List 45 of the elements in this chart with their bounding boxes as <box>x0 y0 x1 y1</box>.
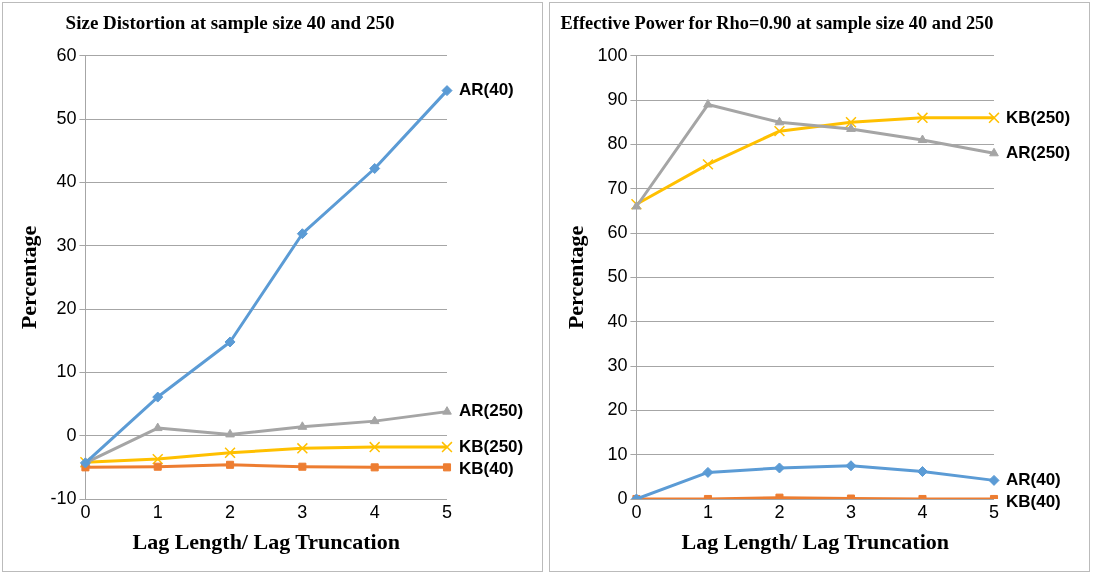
y-axis-title: Percentage <box>562 225 588 330</box>
y-tick-label: 30 <box>607 355 628 376</box>
y-tick-label: 100 <box>597 44 628 65</box>
series-label: KB(40) <box>1006 492 1061 512</box>
y-tick-label: 40 <box>607 310 628 331</box>
x-tick-label: 5 <box>988 501 1000 522</box>
y-tick-label: 10 <box>607 443 628 464</box>
y-tick-label: 70 <box>607 177 628 198</box>
series-label: AR(40) <box>1006 470 1061 490</box>
y-tick-label: 40 <box>56 171 77 192</box>
x-axis-title: Lag Length/ Lag Truncation <box>132 529 400 555</box>
y-tick-label: 80 <box>607 133 628 154</box>
series-label: KB(250) <box>1006 107 1071 127</box>
series-label: KB(40) <box>459 458 514 478</box>
chart-title: Effective Power for Rho=0.90 at sample size 40 and 250 <box>560 12 994 34</box>
y-tick-label: 20 <box>607 399 628 420</box>
x-tick-label: 2 <box>225 501 236 522</box>
x-tick-label: 1 <box>702 501 713 522</box>
x-tick-label: 2 <box>774 501 785 522</box>
series-label: AR(250) <box>1006 142 1071 162</box>
x-axis-title: Lag Length/ Lag Truncation <box>681 529 949 555</box>
x-tick-label: 1 <box>152 501 163 522</box>
y-tick-label: 0 <box>66 424 77 445</box>
y-tick-label: 60 <box>607 222 628 243</box>
x-tick-label: 0 <box>80 501 91 522</box>
x-tick-label: 3 <box>845 501 856 522</box>
y-tick-label: -10 <box>50 487 77 508</box>
y-tick-label: 50 <box>607 266 628 287</box>
y-tick-label: 90 <box>607 89 628 110</box>
y-tick-label: 20 <box>56 298 77 319</box>
x-tick-label: 5 <box>441 501 453 522</box>
y-tick-label: 10 <box>56 361 77 382</box>
y-tick-label: 60 <box>56 44 77 65</box>
series-label: AR(40) <box>459 80 514 100</box>
y-axis-title: Percentage <box>15 225 41 330</box>
y-tick-label: 0 <box>617 487 628 508</box>
x-tick-label: 4 <box>369 501 380 522</box>
y-tick-label: 50 <box>56 108 77 129</box>
x-tick-label: 4 <box>917 501 928 522</box>
x-tick-label: 3 <box>297 501 308 522</box>
chart-title: Size Distortion at sample size 40 and 250 <box>65 12 395 34</box>
series-label: KB(250) <box>459 436 524 456</box>
y-tick-label: 30 <box>56 234 77 255</box>
x-tick-label: 0 <box>631 501 642 522</box>
series-label: AR(250) <box>459 401 524 421</box>
